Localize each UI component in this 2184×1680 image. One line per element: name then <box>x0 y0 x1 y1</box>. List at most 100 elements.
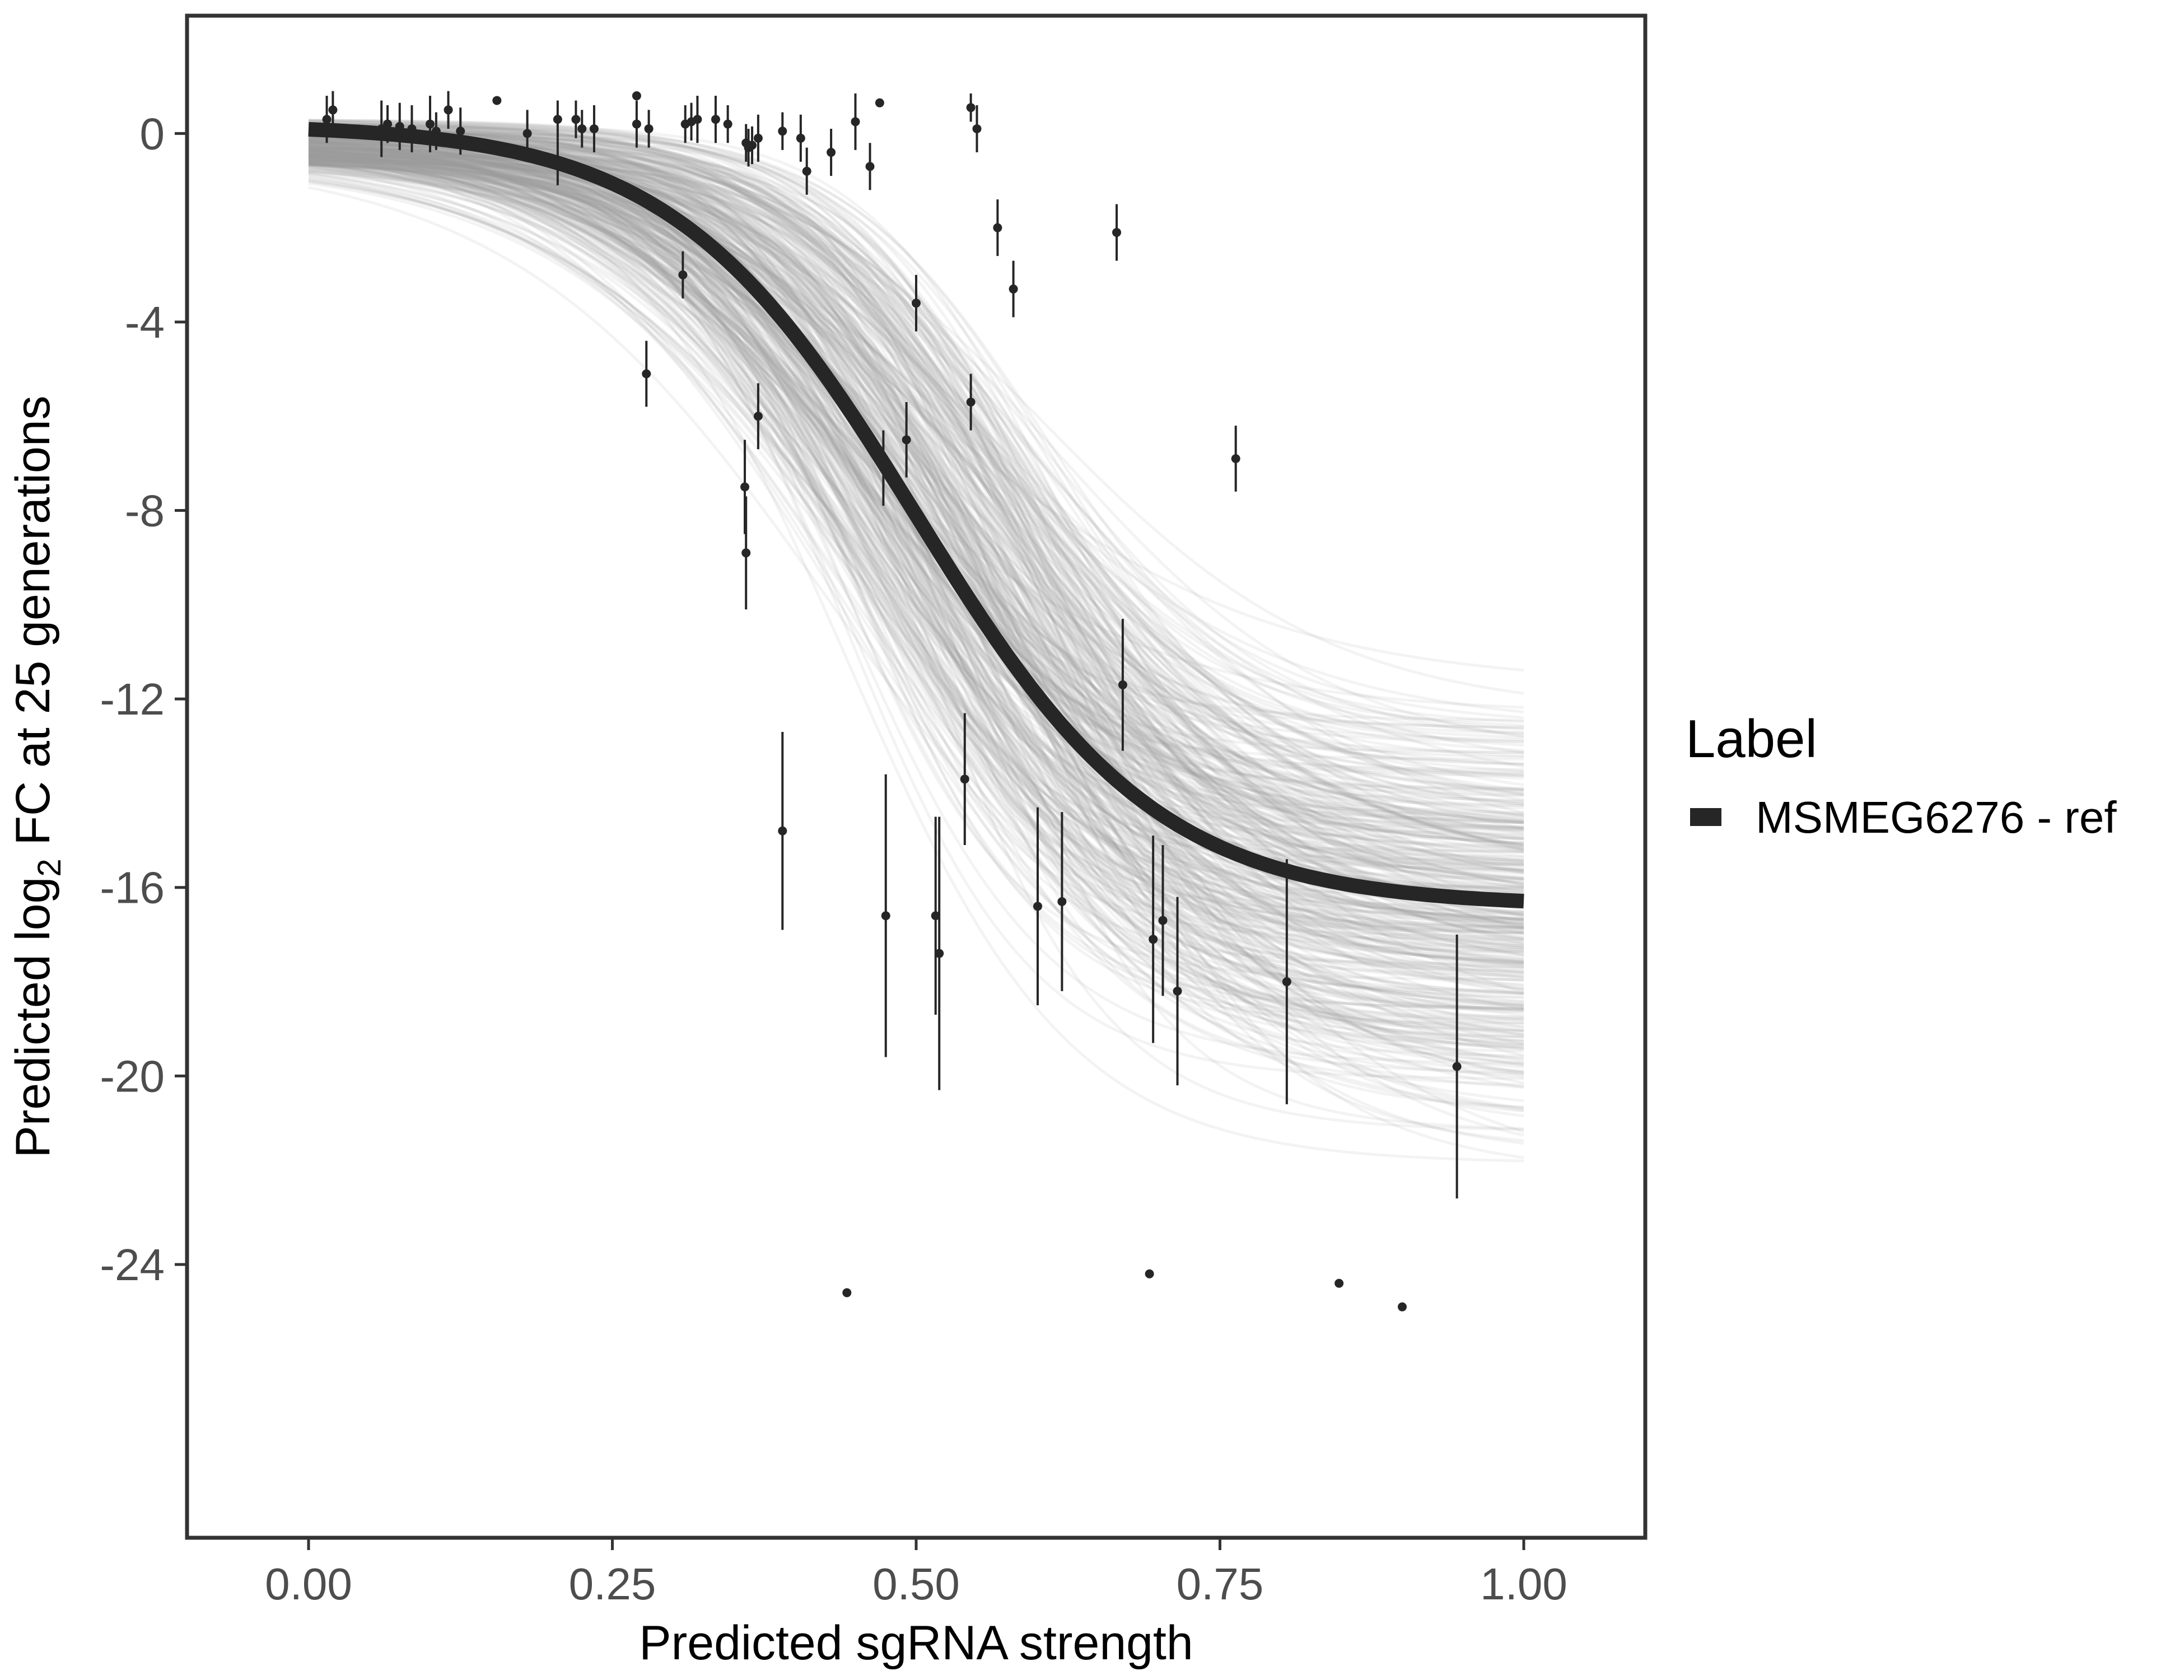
posterior-draw-curve <box>308 160 1524 830</box>
posterior-draw-curve <box>308 119 1524 741</box>
posterior-draw-curve <box>308 149 1524 907</box>
posterior-draw-curve <box>308 147 1524 981</box>
posterior-draw-curve <box>308 119 1524 974</box>
data-point <box>748 141 757 150</box>
posterior-draw-curve <box>308 132 1524 1038</box>
posterior-draw-curve <box>308 167 1524 825</box>
posterior-draw-curve <box>308 160 1524 1014</box>
fit-curve-msmeg6276-ref <box>308 122 1524 909</box>
posterior-draw-curve <box>308 150 1524 1046</box>
data-point <box>492 96 502 105</box>
posterior-draw-curve <box>308 154 1524 840</box>
legend-title: Label <box>1686 709 1817 769</box>
data-point <box>1112 228 1122 237</box>
posterior-draw-curve <box>308 151 1524 823</box>
posterior-draw-curve <box>308 148 1524 951</box>
data-point <box>1173 986 1182 996</box>
posterior-draw-curve <box>308 130 1524 829</box>
posterior-draw-curve <box>308 127 1524 871</box>
posterior-draw-curve <box>308 152 1524 928</box>
posterior-draw-curve <box>308 154 1524 953</box>
posterior-draw-curve <box>308 138 1524 1039</box>
posterior-draw-curve <box>308 145 1524 965</box>
posterior-draw-curve <box>308 129 1524 1011</box>
posterior-draw-curve <box>308 161 1524 889</box>
data-point <box>383 119 393 129</box>
posterior-draw-curve <box>308 143 1524 672</box>
posterior-draw-curve <box>308 159 1524 902</box>
posterior-draw-curve <box>308 179 1524 946</box>
posterior-draw-curve <box>308 166 1524 963</box>
posterior-draw-curve <box>308 143 1524 930</box>
posterior-draw-curve <box>308 140 1524 990</box>
posterior-draw-curve <box>308 127 1524 923</box>
posterior-draw-curve <box>308 129 1524 941</box>
posterior-draw-curve <box>308 122 1524 1037</box>
posterior-draw-curve <box>308 150 1524 838</box>
x-axis: 0.00 0.25 0.50 0.75 1.00 <box>265 1539 1567 1609</box>
posterior-draw-curve <box>308 141 1524 863</box>
posterior-draw-curve <box>308 160 1524 1009</box>
posterior-draw-curve <box>309 137 1524 729</box>
posterior-draw-curve <box>308 160 1524 921</box>
posterior-draw-curve <box>308 129 1524 896</box>
posterior-draw-curve <box>308 173 1524 942</box>
posterior-draw-curve <box>308 156 1524 713</box>
posterior-draw-curve <box>308 157 1524 850</box>
posterior-draw-curve <box>308 155 1524 849</box>
posterior-draw-curve <box>308 134 1524 991</box>
posterior-draw-curve <box>309 119 1524 1076</box>
posterior-draw-curve <box>308 152 1524 927</box>
posterior-draw-curve <box>308 144 1524 886</box>
posterior-draw-curve <box>308 130 1524 964</box>
legend: Label MSMEG6276 - ref <box>1686 709 2117 842</box>
data-point <box>1145 1269 1154 1278</box>
posterior-draw-curve <box>308 131 1524 929</box>
posterior-draw-curve <box>308 178 1524 948</box>
data-point <box>778 826 787 836</box>
posterior-draw-curve <box>308 181 1524 979</box>
posterior-draw-curve <box>308 125 1524 1038</box>
posterior-draw-curve <box>308 154 1524 1046</box>
data-point <box>644 124 654 133</box>
data-point <box>842 1288 852 1298</box>
legend-label: MSMEG6276 - ref <box>1756 792 2117 842</box>
posterior-draw-curve <box>308 150 1524 851</box>
data-point <box>426 119 435 129</box>
posterior-draw-curve <box>308 186 1524 1047</box>
posterior-draw-curve <box>308 157 1524 848</box>
posterior-draw-curve <box>308 161 1524 802</box>
posterior-draw-curve <box>308 141 1524 825</box>
posterior-draw-curve <box>308 165 1524 863</box>
posterior-draw-curve <box>308 127 1524 921</box>
posterior-draw-curve <box>308 144 1524 963</box>
y-tick-label: -12 <box>100 674 165 724</box>
posterior-draw-curve <box>308 148 1524 873</box>
posterior-draw-curve <box>308 125 1524 954</box>
posterior-draw-curve <box>308 171 1524 881</box>
posterior-draw-curve <box>309 120 1524 824</box>
posterior-draw-curve <box>308 139 1524 1011</box>
posterior-draw-curve <box>308 156 1524 1006</box>
posterior-draw-curve <box>308 127 1524 1033</box>
posterior-draw-curve <box>308 153 1524 766</box>
posterior-draw-curve <box>308 129 1524 724</box>
y-tick-label: -4 <box>125 297 165 347</box>
posterior-draw-curve <box>308 152 1524 872</box>
data-point <box>881 911 890 921</box>
posterior-draw-curve <box>308 157 1524 1145</box>
posterior-draw-curve <box>308 153 1524 862</box>
posterior-draw-curve <box>308 156 1524 1113</box>
posterior-draw-curve <box>308 135 1524 1060</box>
posterior-draw-curve <box>308 155 1524 1103</box>
fit-curve-layer <box>308 122 1524 909</box>
y-axis-title-suffix: FC at 25 generations <box>6 395 60 858</box>
posterior-draw-curve <box>308 123 1524 846</box>
posterior-draw-curve <box>308 144 1524 1007</box>
posterior-draw-curve <box>308 161 1524 959</box>
posterior-draw-curve <box>308 161 1524 931</box>
data-point <box>456 127 465 136</box>
data-point <box>1057 897 1067 906</box>
posterior-draw-curve <box>308 141 1524 875</box>
data-point <box>678 270 688 279</box>
